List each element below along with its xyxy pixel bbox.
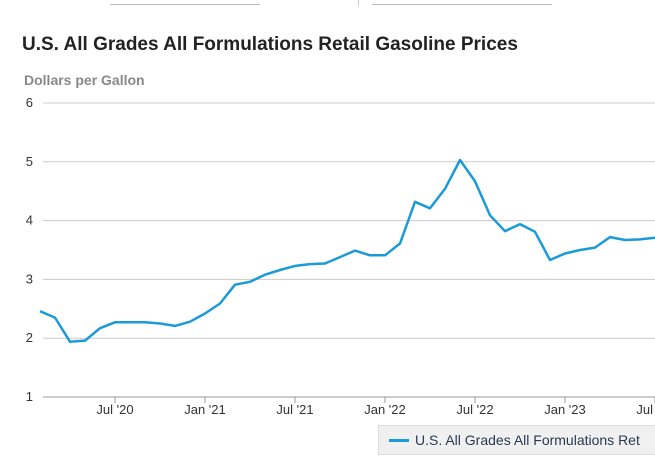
x-tick-label: Jan '21	[184, 402, 226, 417]
y-tick-label: 6	[26, 95, 33, 110]
x-tick-label: Jul '20	[96, 402, 133, 417]
toolbar-segment	[372, 0, 552, 5]
legend[interactable]: U.S. All Grades All Formulations Ret	[378, 425, 655, 455]
y-tick-label: 2	[26, 330, 33, 345]
series-group	[39, 158, 655, 343]
series-line[interactable]	[39, 158, 655, 343]
x-tick-label: Jul '21	[276, 402, 313, 417]
toolbar-divider	[358, 0, 359, 6]
x-axis: Jul '20 Jan '21 Jul '21 Jan '22 Jul '22 Jan '…	[96, 397, 655, 417]
chart-title: U.S. All Grades All Formulations Retail …	[22, 34, 518, 55]
top-toolbar-strip	[0, 0, 655, 6]
y-tick-label: 3	[26, 271, 33, 286]
grid-lines	[43, 102, 655, 398]
toolbar-segment	[110, 0, 260, 5]
y-tick-label: 1	[26, 389, 33, 404]
x-tick-label: Jan '23	[544, 402, 586, 417]
y-axis-label: Dollars per Gallon	[24, 72, 145, 88]
y-tick-label: 5	[26, 154, 33, 169]
y-tick-label: 4	[26, 213, 33, 228]
y-axis: 1 2 3 4 5 6	[26, 95, 33, 404]
x-tick-label: Jan '22	[364, 402, 406, 417]
legend-swatch	[389, 439, 409, 442]
legend-label: U.S. All Grades All Formulations Ret	[415, 432, 640, 448]
x-tick-label: Jul '23	[636, 402, 655, 417]
x-tick-label: Jul '22	[456, 402, 493, 417]
